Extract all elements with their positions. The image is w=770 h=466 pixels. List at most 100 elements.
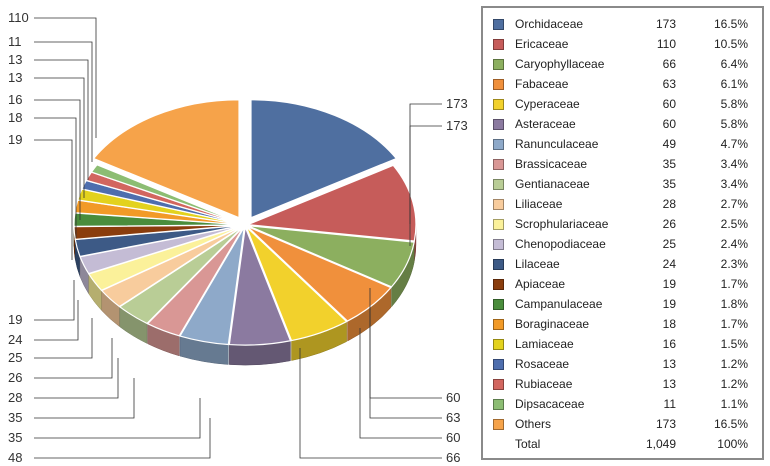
legend-name: Cyperaceae <box>515 97 580 111</box>
outer-label-left-1: 11 <box>8 34 22 49</box>
legend-count: 18 <box>662 317 676 331</box>
outer-label-left-11: 28 <box>8 390 22 405</box>
leader-line-left-7 <box>34 280 75 321</box>
outer-label-left-14: 48 <box>8 450 22 465</box>
legend-swatch <box>493 159 504 170</box>
legend: Orchidaceae 173 16.5% Ericaceae 110 10.5% Cary… <box>481 6 764 460</box>
leader-line-right-0 <box>409 103 442 224</box>
legend-swatch <box>493 299 504 310</box>
outer-label-left-4: 16 <box>8 92 22 107</box>
legend-name: Others <box>515 417 552 431</box>
legend-name: Lilaceae <box>515 257 560 271</box>
legend-row: Lilaceae 24 2.3% <box>493 254 754 274</box>
legend-name: Total <box>515 437 541 451</box>
leader-line-left-12 <box>34 378 135 419</box>
pie-depth-layer <box>73 224 417 366</box>
legend-percent: 2.5% <box>720 217 748 231</box>
legend-percent: 6.1% <box>720 77 748 91</box>
leader-line-left-5 <box>34 117 77 238</box>
outer-label-left-10: 26 <box>8 370 22 385</box>
leader-lines <box>34 17 442 459</box>
legend-row: Rubiaceae 13 1.2% <box>493 374 754 394</box>
legend-name: Orchidaceae <box>515 17 584 31</box>
legend-percent: 1.7% <box>720 317 748 331</box>
leader-line-right-1 <box>409 125 442 246</box>
legend-percent: 2.4% <box>720 237 748 251</box>
legend-count: 63 <box>662 77 676 91</box>
legend-name: Fabaceae <box>515 77 569 91</box>
legend-percent: 1.2% <box>720 357 748 371</box>
outer-label-left-2: 13 <box>8 52 22 67</box>
legend-count: 26 <box>662 217 676 231</box>
legend-row: Brassicaceae 35 3.4% <box>493 154 754 174</box>
legend-name: Scrophulariaceae <box>515 217 609 231</box>
legend-swatch <box>493 319 504 330</box>
legend-name: Rubiaceae <box>515 377 573 391</box>
leader-line-left-14 <box>34 418 211 459</box>
legend-percent: 2.3% <box>720 257 748 271</box>
legend-total-row: Total 1,049 100% <box>493 434 754 454</box>
legend-count: 35 <box>662 157 676 171</box>
leader-line-left-8 <box>34 300 79 341</box>
outer-label-right-5: 66 <box>446 450 460 465</box>
leader-line-right-5 <box>299 348 442 459</box>
legend-percent: 6.4% <box>720 57 748 71</box>
outer-label-left-13: 35 <box>8 430 22 445</box>
legend-swatch <box>493 419 504 430</box>
legend-count: 25 <box>662 237 676 251</box>
legend-swatch <box>493 279 504 290</box>
legend-percent: 3.4% <box>720 177 748 191</box>
legend-name: Lamiaceae <box>515 337 574 351</box>
legend-row: Gentianaceae 35 3.4% <box>493 174 754 194</box>
leader-line-left-3 <box>34 77 85 198</box>
legend-count: 49 <box>662 137 676 151</box>
legend-count: 173 <box>655 417 676 431</box>
legend-percent: 1.8% <box>720 297 748 311</box>
legend-percent: 16.5% <box>713 417 748 431</box>
leader-line-left-0 <box>34 17 97 138</box>
legend-count: 60 <box>662 117 676 131</box>
outer-label-left-5: 18 <box>8 110 22 125</box>
leader-line-right-3 <box>369 308 442 419</box>
outer-label-left-3: 13 <box>8 70 22 85</box>
outer-label-left-0: 110 <box>8 10 29 25</box>
legend-name: Dipsacaceae <box>515 397 585 411</box>
legend-row: Cyperaceae 60 5.8% <box>493 94 754 114</box>
legend-name: Gentianaceae <box>515 177 590 191</box>
legend-percent: 3.4% <box>720 157 748 171</box>
legend-percent: 5.8% <box>720 117 748 131</box>
legend-row: Dipsacaceae 11 1.1% <box>493 394 754 414</box>
legend-count: 173 <box>655 17 676 31</box>
legend-swatch <box>493 39 504 50</box>
legend-name: Boraginaceae <box>515 317 590 331</box>
legend-swatch <box>493 139 504 150</box>
legend-swatch <box>493 119 504 130</box>
pie-slice-6 <box>179 226 245 346</box>
legend-percent: 5.8% <box>720 97 748 111</box>
legend-count: 13 <box>662 377 676 391</box>
legend-count: 1,049 <box>645 437 676 451</box>
legend-row: Rosaceae 13 1.2% <box>493 354 754 374</box>
outer-label-left-6: 19 <box>8 132 22 147</box>
legend-swatch <box>493 239 504 250</box>
outer-label-left-9: 25 <box>8 350 22 365</box>
pie-slice-1 <box>247 164 417 242</box>
legend-count: 19 <box>662 297 676 311</box>
pie-chart: 110 11 13 13 16 18 19 19 24 25 26 28 35 35 48 173 173 60 6… <box>8 10 468 465</box>
legend-swatch <box>493 399 504 410</box>
legend-row: Fabaceae 63 6.1% <box>493 74 754 94</box>
outer-label-left-12: 35 <box>8 410 22 425</box>
legend-swatch <box>493 359 504 370</box>
legend-count: 110 <box>656 37 676 51</box>
legend-swatch <box>493 339 504 350</box>
outer-label-right-3: 63 <box>446 410 460 425</box>
legend-count: 13 <box>662 357 676 371</box>
legend-swatch <box>493 219 504 230</box>
leader-line-left-1 <box>34 41 93 162</box>
legend-count: 28 <box>662 197 676 211</box>
outer-label-left-8: 24 <box>8 332 22 347</box>
legend-row: Ericaceae 110 10.5% <box>493 34 754 54</box>
legend-swatch <box>493 59 504 70</box>
legend-row: Apiaceae 19 1.7% <box>493 274 754 294</box>
legend-swatch <box>493 179 504 190</box>
